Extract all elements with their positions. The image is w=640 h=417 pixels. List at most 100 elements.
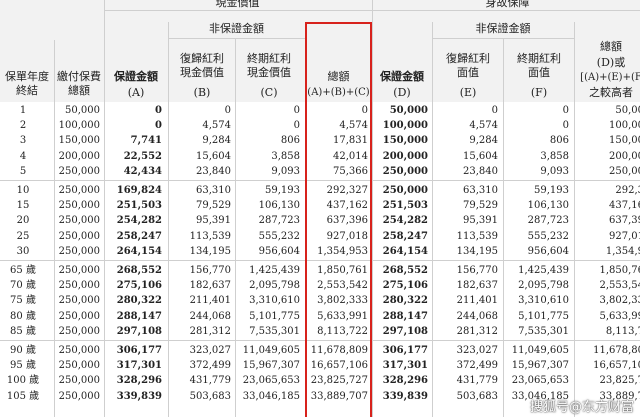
value-cell: 8,113,7 bbox=[605, 325, 640, 337]
table-row: 20 250,000 254,282 95,391 287,723 637,396 254,… bbox=[0, 213, 640, 228]
value-cell: 134,195 bbox=[456, 245, 498, 257]
value-cell: 258,247 bbox=[382, 230, 428, 242]
value-cell: 15,604 bbox=[196, 150, 231, 162]
value-cell: 156,770 bbox=[456, 265, 498, 276]
col-header-terminal-cash: 終期紅利現金價值 bbox=[247, 52, 291, 79]
value-cell: 1,425,439 bbox=[518, 265, 569, 276]
value-cell: 328,296 bbox=[382, 375, 428, 387]
value-cell: 15,967,307 bbox=[511, 360, 569, 372]
column-divider bbox=[54, 40, 55, 417]
value-cell: 42,434 bbox=[123, 165, 162, 177]
value-cell: 33,046,185 bbox=[511, 390, 569, 402]
value-cell: 339,839 bbox=[382, 390, 428, 402]
value-cell: 200,000 bbox=[58, 150, 100, 162]
value-cell: 250,000 bbox=[58, 390, 100, 402]
value-cell: 1,850,76 bbox=[599, 265, 640, 276]
policy-year-cell: 4 bbox=[19, 150, 27, 162]
value-cell: 323,027 bbox=[189, 345, 231, 356]
table-row: 1 50,000 0 0 0 0 50,000 0 0 50,00 bbox=[0, 103, 640, 118]
value-cell: 306,177 bbox=[382, 345, 428, 356]
col-header-e-sub: (E) bbox=[459, 86, 477, 99]
value-cell: 11,678,80 bbox=[593, 345, 640, 356]
value-cell: 437,16 bbox=[609, 200, 640, 212]
header-background bbox=[0, 0, 640, 102]
value-cell: 100,000 bbox=[382, 120, 428, 132]
value-cell: 50,000 bbox=[389, 105, 428, 116]
value-cell: 251,503 bbox=[116, 200, 162, 212]
value-cell: 317,301 bbox=[382, 360, 428, 372]
value-cell: 437,162 bbox=[326, 200, 368, 212]
policy-year-cell: 75 歲 bbox=[10, 295, 36, 307]
non-guaranteed-header-right: 非保證金額 bbox=[475, 22, 531, 35]
row-group-divider bbox=[0, 340, 640, 341]
value-cell: 7,741 bbox=[130, 135, 162, 147]
value-cell: 0 bbox=[562, 105, 569, 116]
value-cell: 3,858 bbox=[271, 150, 300, 162]
value-cell: 268,552 bbox=[382, 265, 428, 276]
value-cell: 100,000 bbox=[58, 120, 100, 132]
value-cell: 3,802,33 bbox=[599, 295, 640, 307]
col-header-c-sub: (C) bbox=[260, 86, 278, 99]
value-cell: 287,723 bbox=[527, 215, 569, 227]
value-cell: 23,825,7 bbox=[599, 375, 640, 387]
table-row: 3 150,000 7,741 9,284 806 17,831 150,000 9,284 8… bbox=[0, 133, 640, 148]
watermark: 搜狐号@东方财富 bbox=[529, 400, 634, 415]
value-cell: 251,503 bbox=[382, 200, 428, 212]
value-cell: 11,678,809 bbox=[310, 345, 368, 356]
value-cell: 292,3 bbox=[615, 185, 640, 196]
value-cell: 328,296 bbox=[116, 375, 162, 387]
value-cell: 281,312 bbox=[456, 325, 498, 337]
value-cell: 555,232 bbox=[258, 230, 300, 242]
value-cell: 254,282 bbox=[382, 215, 428, 227]
value-cell: 100,00 bbox=[609, 120, 640, 132]
col-header-a-sub: (A) bbox=[127, 86, 145, 99]
column-divider bbox=[372, 0, 373, 417]
value-cell: 7,535,301 bbox=[518, 325, 569, 337]
col-header-guaranteed-a: 保證金額 bbox=[114, 70, 158, 83]
table-row: 5 250,000 42,434 23,840 9,093 75,366 250,000 23… bbox=[0, 164, 640, 179]
value-cell: 956,604 bbox=[527, 245, 569, 257]
value-cell: 5,101,775 bbox=[518, 310, 569, 322]
value-cell: 9,093 bbox=[271, 165, 300, 177]
value-cell: 182,637 bbox=[456, 280, 498, 292]
value-cell: 0 bbox=[155, 120, 162, 132]
value-cell: 250,000 bbox=[58, 215, 100, 227]
value-cell: 323,027 bbox=[456, 345, 498, 356]
value-cell: 1,425,439 bbox=[249, 265, 300, 276]
value-cell: 339,839 bbox=[116, 390, 162, 402]
value-cell: 50,000 bbox=[65, 105, 100, 116]
table-row: 4 200,000 22,552 15,604 3,858 42,014 200,000 15… bbox=[0, 149, 640, 164]
value-cell: 63,310 bbox=[463, 185, 498, 196]
col-header-total-sub: (A)+(B)+(C) bbox=[307, 87, 370, 98]
value-cell: 0 bbox=[562, 120, 569, 132]
policy-year-cell: 25 bbox=[16, 230, 30, 242]
value-cell: 150,00 bbox=[609, 135, 640, 147]
value-cell: 292,327 bbox=[326, 185, 368, 196]
value-cell: 150,000 bbox=[58, 135, 100, 147]
value-cell: 0 bbox=[155, 105, 162, 116]
value-cell: 0 bbox=[224, 105, 231, 116]
value-cell: 250,000 bbox=[58, 165, 100, 177]
col-header-guaranteed-d: 保證金額 bbox=[380, 70, 424, 83]
value-cell: 9,093 bbox=[540, 165, 569, 177]
value-cell: 150,000 bbox=[382, 135, 428, 147]
table-row: 65 歲 250,000 268,552 156,770 1,425,439 1,850,… bbox=[0, 263, 640, 278]
col-header-f-sub: (F) bbox=[530, 86, 548, 99]
table-row: 90 歲 250,000 306,177 323,027 11,049,605 11,67… bbox=[0, 343, 640, 358]
value-cell: 16,657,106 bbox=[310, 360, 368, 372]
value-cell: 5,101,775 bbox=[249, 310, 300, 322]
value-cell: 23,840 bbox=[463, 165, 498, 177]
value-cell: 5,633,99 bbox=[599, 310, 640, 322]
value-cell: 806 bbox=[549, 135, 569, 147]
value-cell: 59,193 bbox=[534, 185, 569, 196]
value-cell: 106,130 bbox=[527, 200, 569, 212]
value-cell: 95,391 bbox=[463, 215, 498, 227]
value-cell: 503,683 bbox=[456, 390, 498, 402]
value-cell: 23,065,653 bbox=[242, 375, 300, 387]
value-cell: 254,282 bbox=[116, 215, 162, 227]
table-row: 10 250,000 169,824 63,310 59,193 292,327 250,0… bbox=[0, 183, 640, 198]
value-cell: 250,00 bbox=[609, 165, 640, 177]
policy-year-cell: 80 歲 bbox=[10, 310, 36, 322]
value-cell: 211,401 bbox=[189, 295, 231, 307]
